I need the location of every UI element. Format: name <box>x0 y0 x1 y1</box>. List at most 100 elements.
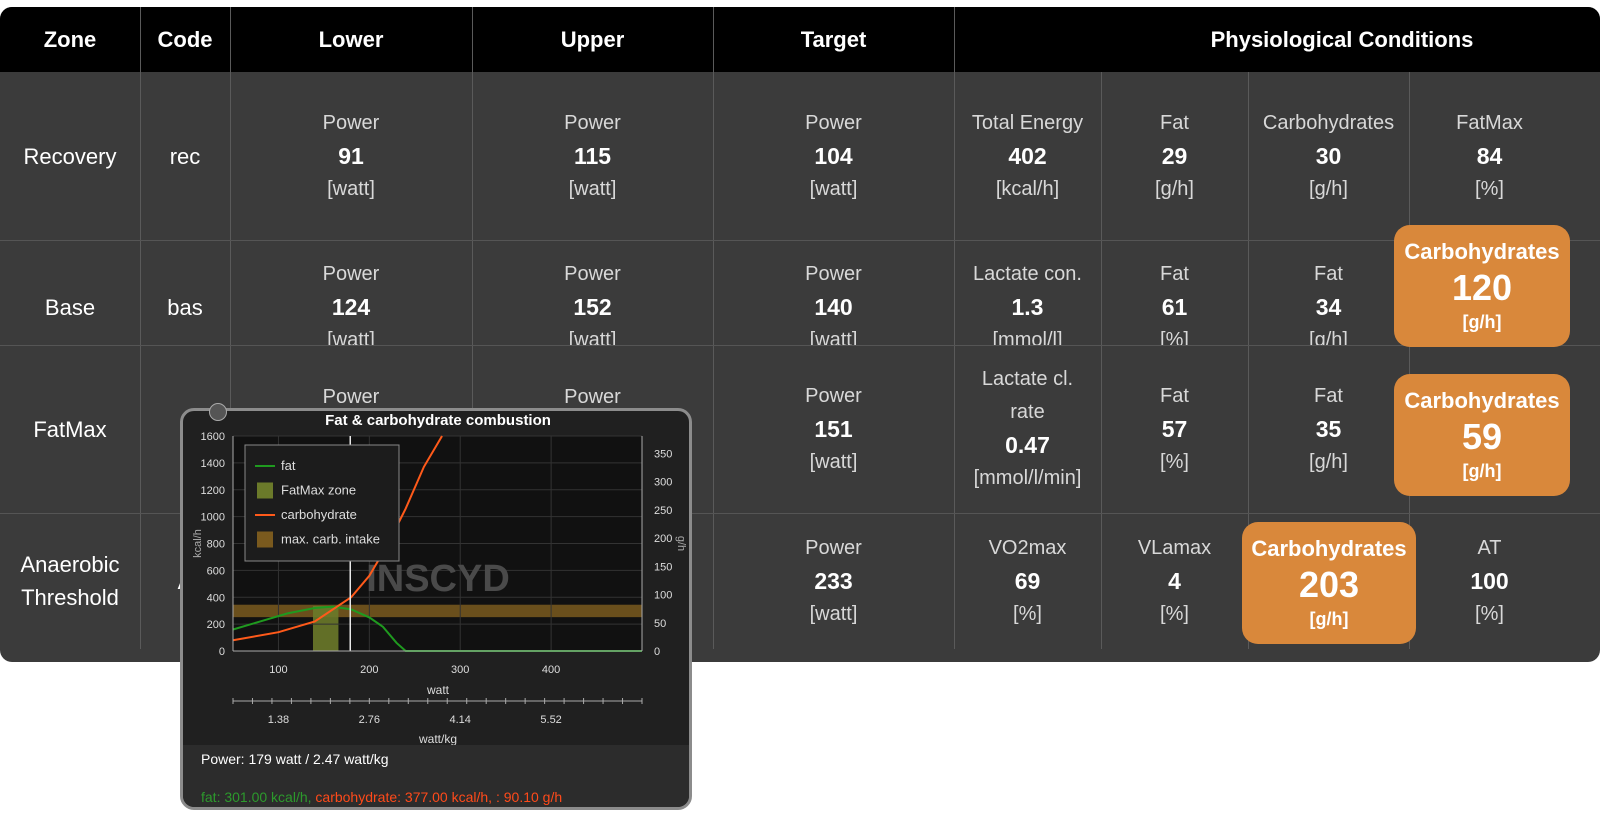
cell-unit: [%] <box>1013 602 1042 625</box>
cell-unit: [watt] <box>327 329 375 345</box>
x-tick-label: 400 <box>542 664 560 676</box>
badge-value: 59 <box>1461 416 1503 457</box>
badge-label: Carbohydrates <box>1404 388 1560 413</box>
close-icon[interactable] <box>209 403 227 421</box>
cell-value: 0.47 <box>1005 432 1050 458</box>
y2-axis-title: g/h <box>675 536 687 551</box>
x2-tick-label: 4.14 <box>450 714 471 726</box>
y-axis-title: kcal/h <box>192 529 204 558</box>
cell-value: 35 <box>1315 415 1342 442</box>
cell-unit: [watt] <box>809 329 858 345</box>
grid-line <box>140 7 141 649</box>
grid-line <box>1101 72 1102 649</box>
cell-value: 29 <box>1161 142 1188 169</box>
badge-unit: [g/h] <box>1462 312 1502 332</box>
upper-power-cell: Power 115 [watt] <box>472 72 713 240</box>
cell-label: Power <box>805 536 862 559</box>
cell-label: Carbohydrates <box>1262 111 1395 134</box>
cell-unit: [%] <box>1475 602 1504 625</box>
grid-line <box>954 7 955 649</box>
legend-swatch <box>257 531 273 548</box>
combustion-chart-popup[interactable]: Fat & carbohydrate combustion INSCYD 0 20… <box>180 408 692 810</box>
cell-value: 104 <box>814 142 853 169</box>
watermark: INSCYD <box>366 558 510 600</box>
x2-axis-title: watt/kg <box>418 732 457 745</box>
cell-unit: [kcal/h] <box>995 177 1060 200</box>
lower-power-cell: Power 91 [watt] <box>230 72 472 240</box>
zone-code: rec <box>169 143 201 169</box>
carbohydrates-badge: Carbohydrates 120 [g/h] <box>1394 225 1570 347</box>
cell-value: 91 <box>338 142 364 169</box>
x2-tick-label: 2.76 <box>359 714 380 726</box>
x-axis-title: watt <box>426 683 450 697</box>
fat-grams-cell: Fat 34 [g/h] <box>1248 258 1409 345</box>
badge-unit: [g/h] <box>1462 461 1502 481</box>
badge-value: 203 <box>1298 564 1360 605</box>
legend-label: fat <box>281 458 296 473</box>
cell-value: 100 <box>1470 567 1509 594</box>
cell-label: Power <box>322 386 380 408</box>
y2-tick-label: 100 <box>654 590 672 602</box>
total-energy-cell: Total Energy 402 [kcal/h] <box>954 72 1101 240</box>
carb-readout: carbohydrate: 377.00 kcal/h, : 90.10 g/h <box>315 789 563 805</box>
header-target: Target <box>713 7 954 72</box>
cell-value: 152 <box>573 294 612 320</box>
chart-title: Fat & carbohydrate combustion <box>325 412 551 429</box>
cell-label: Power <box>564 386 621 408</box>
cell-label: AT <box>1477 536 1502 559</box>
header-code: Code <box>140 7 230 72</box>
cell-value: 34 <box>1315 294 1342 320</box>
cell-label: Fat <box>1314 263 1343 285</box>
zone-name: Anaerobic Threshold <box>0 513 140 649</box>
header-zone: Zone <box>0 7 140 72</box>
y2-tick-label: 0 <box>654 646 660 658</box>
cell-label: Power <box>322 263 380 285</box>
cell-label-line2: rate <box>1010 401 1045 423</box>
lower-power-cell: Power <box>230 381 472 421</box>
grid-line <box>1248 72 1249 649</box>
y-tick-label: 800 <box>207 539 225 551</box>
cell-unit: [g/h] <box>1309 177 1348 200</box>
legend-swatch <box>257 482 273 499</box>
grid-line <box>230 7 231 649</box>
x-tick-label: 100 <box>269 664 287 676</box>
y-tick-label: 1400 <box>201 458 225 470</box>
badge-value: 120 <box>1451 267 1513 308</box>
cell-value: 1.3 <box>1011 294 1044 320</box>
x2-tick-label: 5.52 <box>540 714 561 726</box>
y2-tick-label: 50 <box>654 618 666 630</box>
fat-readout: fat: 301.00 kcal/h, <box>201 789 316 805</box>
anaerobic-threshold-cell: AT 100 [%] <box>1409 513 1570 649</box>
badge-label: Carbohydrates <box>1404 239 1560 264</box>
combustion-chart[interactable]: Fat & carbohydrate combustion INSCYD 0 20… <box>183 411 689 746</box>
cell-unit: [g/h] <box>1309 450 1348 473</box>
cell-label: Power <box>322 111 380 134</box>
target-power-cell: Power 140 [watt] <box>713 258 954 345</box>
zone-name-line2: Threshold <box>21 585 119 610</box>
grid-line <box>0 345 1600 346</box>
y-tick-label: 600 <box>207 565 225 577</box>
upper-power-cell: Power 152 [watt] <box>472 258 713 345</box>
fatmax-cell: FatMax 84 [%] <box>1409 72 1570 240</box>
y-tick-label: 0 <box>219 646 225 658</box>
cell-value: 124 <box>331 294 371 320</box>
lactate-concentration-cell: Lactate con. 1.3 [mmol/l] <box>954 258 1101 345</box>
header-lower: Lower <box>230 7 472 72</box>
zone-name: FatMax <box>33 416 107 442</box>
cell-unit: [watt] <box>809 450 858 473</box>
grid-line <box>0 240 1600 241</box>
target-power-cell: Power 151 [watt] <box>713 345 954 513</box>
cell-label: Power <box>805 384 862 407</box>
y-tick-label: 200 <box>207 619 225 631</box>
zone-name: Recovery <box>23 143 117 169</box>
cell-value: 402 <box>1008 142 1047 169</box>
carbohydrates-badge: Carbohydrates 203 [g/h] <box>1242 522 1416 644</box>
grid-line <box>1409 72 1410 649</box>
target-power-cell: Power 104 [watt] <box>713 72 954 240</box>
legend-label: max. carb. intake <box>281 532 380 547</box>
cell-label: VO2max <box>988 536 1067 559</box>
x-tick-label: 300 <box>451 664 469 676</box>
cell-label: VLamax <box>1137 536 1212 559</box>
cell-unit: [watt] <box>568 177 617 200</box>
legend-label: carbohydrate <box>281 507 357 522</box>
